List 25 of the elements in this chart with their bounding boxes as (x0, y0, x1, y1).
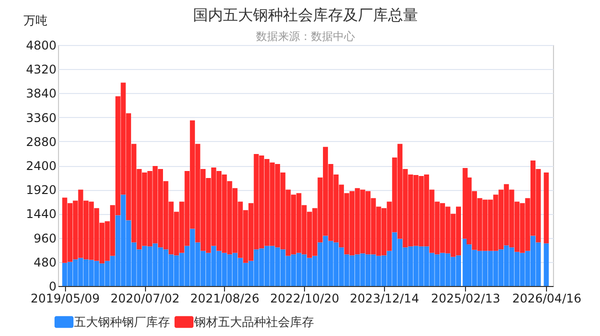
chart-title: 国内五大钢种社会库存及厂库总量 (193, 6, 418, 24)
legend-label: 五大钢种钢厂库存 (74, 315, 170, 329)
y-tick-label: 1920 (26, 183, 56, 198)
bar (544, 243, 549, 286)
y-tick-label: 2400 (26, 159, 56, 173)
x-tick-label: 2020/07/02 (110, 292, 180, 306)
y-tick-label: 3360 (26, 110, 56, 125)
y-tick-label: 960 (34, 231, 56, 246)
x-tick-label: 2025/02/13 (431, 292, 500, 306)
x-tick-label: 2022/10/20 (270, 292, 340, 306)
y-tick-label: 480 (34, 255, 56, 270)
y-tick-label: 1440 (26, 207, 56, 222)
y-tick-label: 4800 (26, 38, 56, 52)
y-tick-label: 0 (48, 280, 56, 294)
y-tick-label: 2880 (26, 134, 56, 149)
legend-label: 钢材五大品种社会库存 (193, 315, 314, 329)
x-tick-label: 2019/05/09 (30, 292, 100, 306)
y-axis-title: 万吨 (24, 14, 48, 28)
y-tick-label: 3840 (26, 86, 56, 101)
x-tick-label: 2023/12/14 (350, 292, 420, 306)
chart-subtitle: 数据来源：数据中心 (256, 30, 355, 43)
x-tick-label: 2021/08/26 (190, 292, 260, 306)
x-tick-label: 2026/04/16 (512, 292, 582, 306)
y-tick-label: 4320 (26, 62, 56, 77)
bar (544, 172, 549, 244)
